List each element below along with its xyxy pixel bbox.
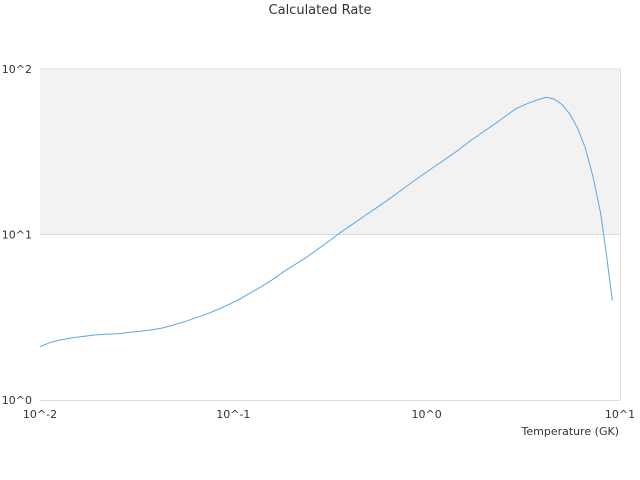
x-axis-ticks: 10^-2 10^-1 10^0 10^1 [23,408,635,421]
y-tick-label: 10^2 [2,63,32,76]
x-tick-label: 10^-1 [216,408,250,421]
x-tick-label: 10^1 [605,408,635,421]
x-tick-label: 10^-2 [23,408,57,421]
x-tick-label: 10^0 [412,408,442,421]
y-tick-label: 10^1 [2,229,32,242]
plot-area [40,69,620,235]
y-tick-label: 10^0 [2,394,32,407]
y-axis-ticks: 10^0 10^1 10^2 [2,63,32,407]
chart-title: Calculated Rate [268,3,372,18]
x-axis-label: Temperature (GK) [521,425,620,438]
series-line-0 [39,96,613,348]
series-lines [39,96,613,348]
plot-band [40,69,620,235]
plot-frame [40,68,621,401]
